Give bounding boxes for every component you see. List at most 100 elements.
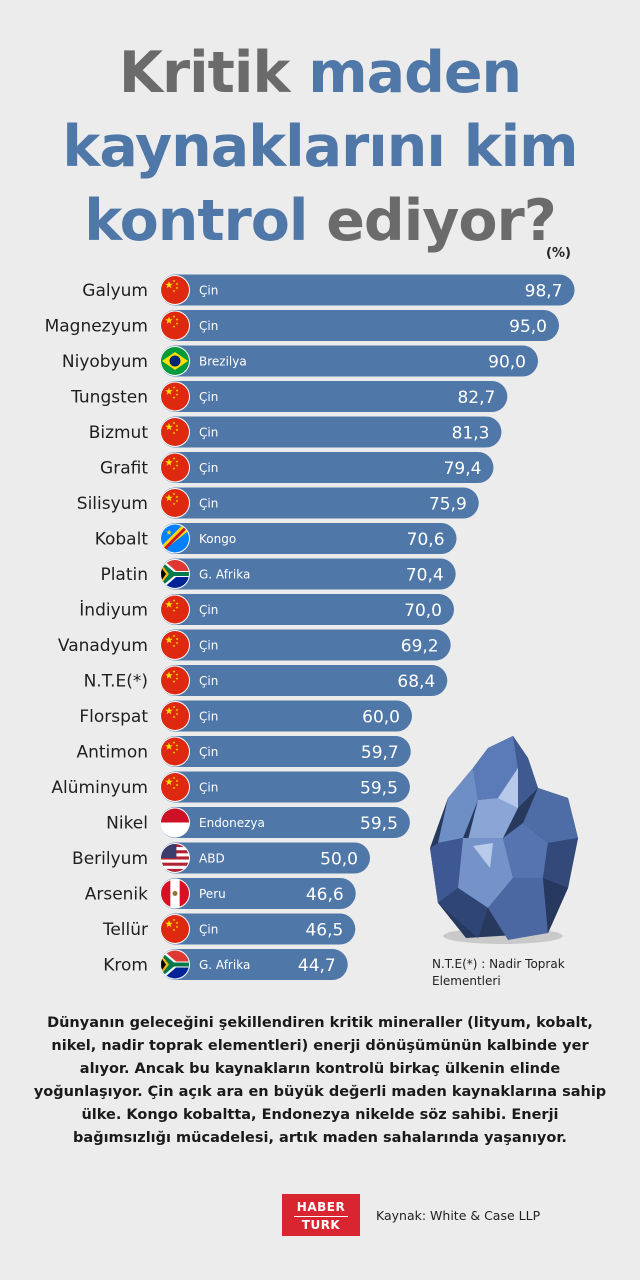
category-label: Berilyum: [72, 849, 148, 869]
bar-row: Grafit Çin 79,4: [100, 452, 494, 483]
country-label: Çin: [199, 426, 218, 440]
flag-south-africa-icon: [161, 950, 189, 979]
bar: [160, 487, 479, 519]
bar-row: Platin G. Afrika 70,4: [100, 558, 456, 590]
bar: [160, 274, 575, 306]
bar: [160, 381, 508, 412]
bar-row: Nikel Endonezya 59,5: [106, 807, 410, 838]
description-text: Dünyanın geleceğini şekillendiren kritik…: [33, 1015, 607, 1146]
country-label: Çin: [199, 745, 218, 759]
value-label: 46,5: [305, 921, 343, 941]
category-label: Tungsten: [70, 388, 148, 408]
category-label: Arsenik: [85, 885, 148, 905]
flag-drc-icon: [161, 524, 189, 553]
bar: [160, 452, 494, 483]
haberturk-logo: HABER TURK: [282, 1194, 360, 1236]
flag-china-icon: [161, 702, 189, 730]
bar: [160, 700, 412, 732]
bar-row: Niyobyum Brezilya 90,0: [62, 345, 538, 377]
title-part-2: maden: [308, 40, 522, 106]
bar-row: Arsenik Peru 46,6: [85, 878, 356, 909]
value-label: 59,5: [360, 814, 398, 834]
value-label: 79,4: [444, 459, 482, 479]
country-label: Çin: [199, 710, 218, 724]
value-label: 70,0: [404, 601, 442, 621]
bar: [160, 949, 348, 980]
category-label: Vanadyum: [58, 636, 148, 656]
title-part-5: ediyor?: [326, 188, 556, 254]
category-label: Magnezyum: [45, 317, 148, 337]
value-label: 68,4: [397, 672, 435, 692]
logo-top: HABER: [296, 1200, 346, 1214]
title-part-1: Kritik: [118, 40, 291, 106]
bar-row: N.T.E(*) Çin 68,4: [84, 665, 448, 696]
logo-bottom: TURK: [301, 1218, 341, 1232]
flag-indonesia-icon: [161, 808, 189, 837]
bar-row: Florspat Çin 60,0: [79, 700, 412, 732]
country-label: Çin: [199, 639, 218, 653]
value-label: 90,0: [488, 353, 526, 373]
country-label: Çin: [199, 319, 218, 333]
flag-peru-icon: [161, 879, 189, 908]
country-label: Peru: [199, 887, 226, 901]
country-label: G. Afrika: [199, 958, 250, 972]
flag-china-icon: [161, 915, 189, 943]
title-part-4: kontrol: [84, 188, 308, 254]
flag-china-icon: [161, 276, 189, 304]
value-label: 60,0: [362, 708, 400, 728]
mineral-rock-illustration: [430, 736, 578, 944]
bar-row: Kobalt Kongo 70,6: [95, 523, 457, 554]
flag-usa-icon: [161, 844, 189, 872]
bar: [160, 736, 411, 767]
flag-china-icon: [161, 737, 189, 766]
bar-row: Silisyum Çin 75,9: [77, 487, 479, 519]
category-label: Grafit: [100, 459, 148, 479]
value-label: 95,0: [509, 317, 547, 337]
abbreviation-note: N.T.E(*) : Nadir Toprak Elementleri: [432, 957, 565, 988]
value-label: 59,7: [361, 743, 399, 763]
category-label: Kobalt: [95, 530, 149, 550]
category-label: İndiyum: [79, 600, 148, 621]
value-label: 50,0: [320, 850, 358, 870]
category-label: Alüminyum: [51, 778, 148, 798]
value-label: 59,5: [360, 779, 398, 799]
category-label: Galyum: [82, 281, 148, 301]
bar: [160, 807, 410, 838]
bar-row: Tellür Çin 46,5: [102, 913, 356, 945]
category-label: Silisyum: [77, 494, 148, 514]
flag-china-icon: [161, 595, 189, 624]
unit-label: (%): [546, 246, 571, 261]
country-label: Brezilya: [199, 355, 247, 369]
bar: [160, 310, 559, 341]
bar-chart: Galyum Çin 98,7 Magnezyum Çin 95,0 Niyobyum Bre…: [45, 274, 575, 980]
bar-row: Alüminyum Çin 59,5: [51, 771, 410, 803]
flag-south-africa-icon: [161, 560, 189, 588]
country-label: Endonezya: [199, 816, 265, 830]
value-label: 69,2: [401, 637, 439, 657]
category-label: Tellür: [102, 920, 148, 940]
country-label: Çin: [199, 497, 218, 511]
flag-brazil-icon: [161, 347, 189, 375]
title-part-3: kaynaklarını kim: [62, 114, 578, 180]
category-label: Antimon: [76, 743, 148, 763]
value-label: 75,9: [429, 495, 467, 515]
bar: [160, 416, 502, 448]
country-label: Kongo: [199, 532, 236, 546]
country-label: Çin: [199, 461, 218, 475]
flag-china-icon: [161, 453, 189, 482]
bar: [160, 345, 538, 377]
flag-china-icon: [161, 382, 189, 411]
value-label: 70,4: [406, 566, 444, 586]
category-label: Krom: [103, 956, 148, 976]
bar-row: Magnezyum Çin 95,0: [45, 310, 559, 341]
category-label: Bizmut: [89, 423, 149, 443]
category-label: Nikel: [106, 814, 148, 834]
flag-china-icon: [161, 418, 189, 446]
value-label: 46,6: [306, 885, 344, 905]
bar-row: Antimon Çin 59,7: [76, 736, 411, 767]
bar: [160, 629, 451, 661]
value-label: 98,7: [525, 282, 563, 302]
flag-china-icon: [161, 666, 189, 695]
bar: [160, 558, 456, 590]
source-text: Kaynak: White & Case LLP: [376, 1208, 541, 1223]
